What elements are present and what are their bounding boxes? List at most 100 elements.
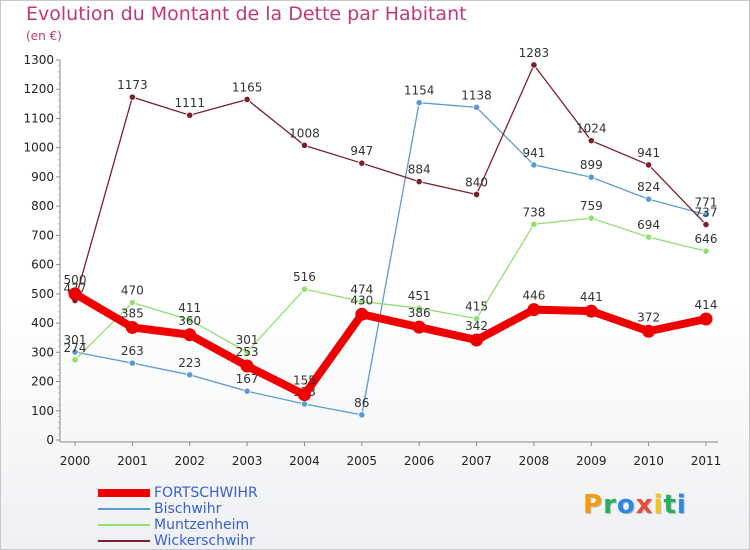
data-label-bischwihr: 86 (354, 396, 369, 410)
y-tick-label: 800 (31, 199, 54, 213)
data-label-muntzenheim: 474 (350, 282, 373, 296)
data-label-fortschwihr: 500 (64, 273, 87, 287)
data-point-muntzenheim (300, 285, 309, 293)
data-label-bischwihr: 1154 (404, 84, 435, 98)
x-tick-label: 2011 (691, 454, 722, 468)
data-point-bischwihr (243, 387, 251, 395)
x-tick-label: 2007 (461, 454, 492, 468)
data-label-muntzenheim: 646 (695, 232, 718, 246)
x-tick-label: 2010 (633, 454, 664, 468)
data-point-fortschwihr (297, 388, 311, 402)
data-point-muntzenheim (702, 247, 710, 255)
x-tick-label: 2004 (289, 454, 320, 468)
legend-label: FORTSCHWIHR (154, 485, 258, 501)
data-point-fortschwihr (470, 333, 484, 347)
legend-label: Wickerschwihr (154, 533, 255, 549)
data-point-fortschwihr (355, 307, 369, 321)
y-tick-label: 900 (31, 170, 54, 184)
legend-label: Muntzenheim (154, 517, 250, 533)
data-point-muntzenheim (71, 356, 79, 364)
logo-letter: r (603, 490, 617, 520)
data-label-bischwihr: 771 (695, 196, 718, 210)
data-point-fortschwihr (699, 312, 713, 326)
data-point-wickerschwihr (645, 161, 653, 169)
chart-title: Evolution du Montant de la Dette par Hab… (26, 3, 467, 25)
legend-label: Bischwihr (154, 501, 222, 517)
data-point-bischwihr (71, 348, 79, 356)
x-tick-label: 2000 (60, 454, 91, 468)
data-point-wickerschwihr (243, 95, 251, 104)
data-point-bischwihr (587, 173, 595, 181)
data-label-wickerschwihr: 737 (695, 206, 718, 220)
legend-swatch (98, 524, 150, 526)
data-point-muntzenheim (243, 348, 251, 356)
data-point-muntzenheim (587, 214, 595, 222)
data-point-bischwihr (358, 411, 366, 419)
x-tick-label: 2003 (232, 454, 263, 468)
data-label-bischwihr: 899 (580, 158, 603, 172)
data-point-fortschwihr (240, 359, 254, 373)
data-label-fortschwihr: 155 (293, 374, 316, 388)
data-label-wickerschwihr: 1165 (232, 80, 263, 94)
y-tick-label: 500 (31, 287, 54, 301)
y-tick-label: 1000 (23, 141, 54, 155)
data-point-wickerschwihr (472, 190, 481, 199)
x-tick-label: 2001 (117, 454, 148, 468)
data-label-wickerschwihr: 1173 (117, 78, 148, 92)
data-point-wickerschwihr (587, 137, 595, 145)
data-point-fortschwihr (412, 320, 426, 334)
x-tick-label: 2009 (576, 454, 607, 468)
data-label-wickerschwihr: 1008 (289, 126, 320, 140)
data-label-muntzenheim: 451 (408, 289, 431, 303)
data-point-wickerschwihr (415, 178, 423, 186)
data-point-bischwihr (472, 103, 481, 111)
data-point-fortschwihr (125, 320, 139, 334)
x-tick-label: 2005 (347, 454, 378, 468)
data-label-bischwihr: 223 (178, 356, 201, 370)
data-point-bischwihr (186, 371, 194, 379)
data-point-wickerschwihr (530, 61, 538, 69)
x-tick-label: 2002 (174, 454, 205, 468)
data-label-muntzenheim: 415 (465, 300, 488, 314)
series-line-bischwihr (74, 101, 707, 416)
y-tick-label: 300 (31, 345, 54, 359)
legend-swatch (98, 508, 150, 510)
data-label-bischwihr: 824 (637, 180, 660, 194)
data-label-wickerschwihr: 941 (637, 146, 660, 160)
data-point-fortschwihr (642, 324, 656, 338)
data-point-bischwihr (702, 211, 710, 219)
data-label-fortschwihr: 441 (580, 290, 603, 304)
data-label-bischwihr: 263 (121, 344, 144, 358)
y-tick-label: 700 (31, 228, 54, 242)
data-label-muntzenheim: 759 (580, 199, 603, 213)
data-label-wickerschwihr: 1111 (174, 96, 205, 110)
data-point-wickerschwihr (358, 159, 366, 167)
data-point-wickerschwihr (702, 220, 710, 229)
logo-letter: x (635, 490, 654, 520)
data-point-muntzenheim (128, 299, 136, 307)
logo-letter: t (663, 490, 677, 520)
data-label-fortschwihr: 253 (236, 345, 259, 359)
data-point-wickerschwihr (128, 93, 136, 101)
data-label-wickerschwihr: 1283 (519, 46, 550, 60)
y-tick-label: 0 (46, 433, 54, 447)
data-label-muntzenheim: 516 (293, 270, 316, 284)
data-label-bischwihr: 1138 (461, 88, 492, 102)
y-tick-label: 100 (31, 404, 54, 418)
data-point-wickerschwihr (186, 111, 194, 119)
x-tick-label: 2006 (404, 454, 435, 468)
y-tick-label: 200 (31, 375, 54, 389)
data-label-wickerschwihr: 884 (408, 163, 431, 177)
data-point-fortschwihr (183, 328, 197, 342)
data-label-bischwihr: 301 (64, 333, 87, 347)
data-point-muntzenheim (472, 315, 481, 323)
data-point-fortschwihr (527, 303, 541, 317)
data-point-fortschwihr (584, 304, 598, 318)
logo-letter: P (583, 490, 604, 520)
data-label-bischwihr: 167 (236, 372, 259, 386)
y-tick-label: 1300 (23, 53, 54, 67)
data-point-muntzenheim (645, 233, 653, 241)
y-tick-label: 400 (31, 316, 54, 330)
data-point-bischwihr (530, 161, 538, 169)
